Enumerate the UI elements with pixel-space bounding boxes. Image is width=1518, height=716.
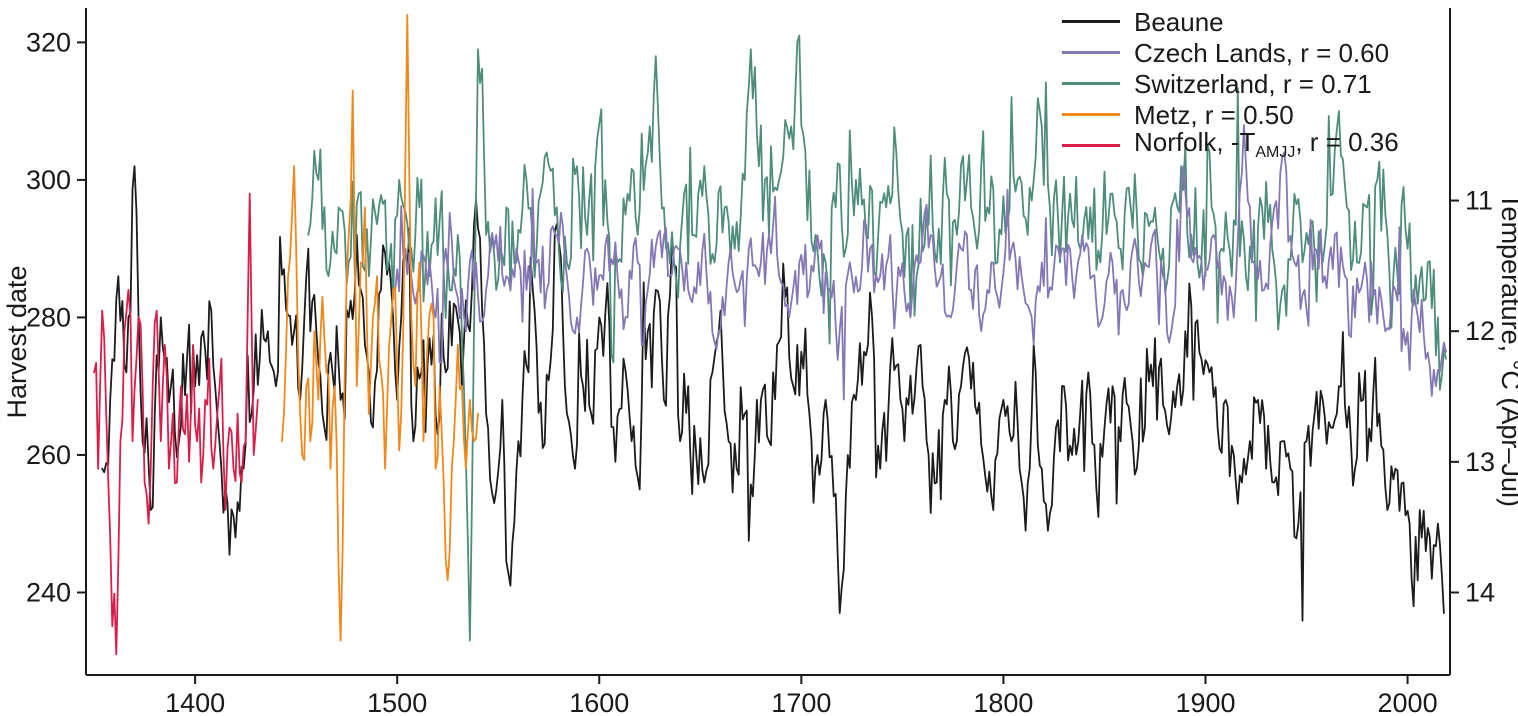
legend-label-text: , r = 0.36 [1295, 127, 1399, 158]
left-axis-tick-label: 260 [26, 440, 71, 470]
series-metz [281, 13, 479, 642]
right-axis-title: Temperature, °C (Apr–Jul) [1496, 193, 1518, 507]
left-axis-tick-label: 280 [26, 302, 71, 332]
legend-label-text: Beaune [1134, 6, 1224, 37]
legend-label-subscript: AMJJ [1255, 144, 1296, 162]
chart-generated-layer: 240 260 280 300 320 1400 1500 1600 1700 1800 1900 2… [26, 8, 1495, 716]
legend-item-metz: Metz, r = 0.50 [1062, 99, 1399, 130]
series-norfolk [93, 192, 259, 656]
left-axis-tick-label: 240 [26, 577, 71, 607]
series-switzerland [307, 34, 1447, 642]
left-axis-title: Harvest date [2, 265, 32, 418]
x-axis-tick-label: 1900 [1175, 688, 1235, 716]
legend: Beaune Czech Lands, r = 0.60 Switzerland, … [1062, 6, 1399, 161]
legend-swatch-switzerland [1062, 82, 1120, 85]
right-axis-tick-label: 13 [1465, 447, 1495, 477]
right-axis-tick-label: 11 [1465, 186, 1493, 216]
legend-label-metz: Metz, r = 0.50 [1134, 102, 1294, 128]
legend-swatch-metz [1062, 113, 1120, 116]
right-axis-tick-label: 14 [1465, 577, 1495, 607]
legend-item-czech-lands: Czech Lands, r = 0.60 [1062, 37, 1399, 68]
legend-swatch-czech-lands [1062, 51, 1120, 54]
x-axis-tick-label: 1700 [771, 688, 831, 716]
x-axis-tick-label: 2000 [1378, 688, 1438, 716]
left-axis-tick-label: 300 [26, 165, 71, 195]
legend-label-switzerland: Switzerland, r = 0.71 [1134, 71, 1372, 97]
series-czech-lands [394, 124, 1447, 401]
x-axis-tick-label: 1600 [569, 688, 629, 716]
legend-label-text: Norfolk, -T [1134, 127, 1256, 158]
legend-item-norfolk: Norfolk, -TAMJJ, r = 0.36 [1062, 129, 1399, 161]
x-axis-tick-label: 1400 [165, 688, 225, 716]
legend-label-text: Switzerland, r = 0.71 [1134, 68, 1372, 99]
legend-swatch-beaune [1062, 20, 1120, 23]
left-axis-tick-label: 320 [26, 27, 71, 57]
x-axis-tick-label: 1800 [973, 688, 1033, 716]
legend-label-beaune: Beaune [1134, 9, 1224, 35]
legend-swatch-norfolk [1062, 144, 1120, 147]
x-axis-tick-label: 1500 [367, 688, 427, 716]
legend-label-czech-lands: Czech Lands, r = 0.60 [1134, 40, 1389, 66]
legend-item-beaune: Beaune [1062, 6, 1399, 37]
legend-label-text: Czech Lands, r = 0.60 [1134, 37, 1390, 68]
right-axis-tick-label: 12 [1465, 316, 1495, 346]
legend-label-norfolk: Norfolk, -TAMJJ, r = 0.36 [1134, 129, 1399, 161]
legend-item-switzerland: Switzerland, r = 0.71 [1062, 68, 1399, 99]
legend-label-text: Metz, r = 0.50 [1134, 99, 1294, 130]
series-beaune [101, 165, 1445, 622]
